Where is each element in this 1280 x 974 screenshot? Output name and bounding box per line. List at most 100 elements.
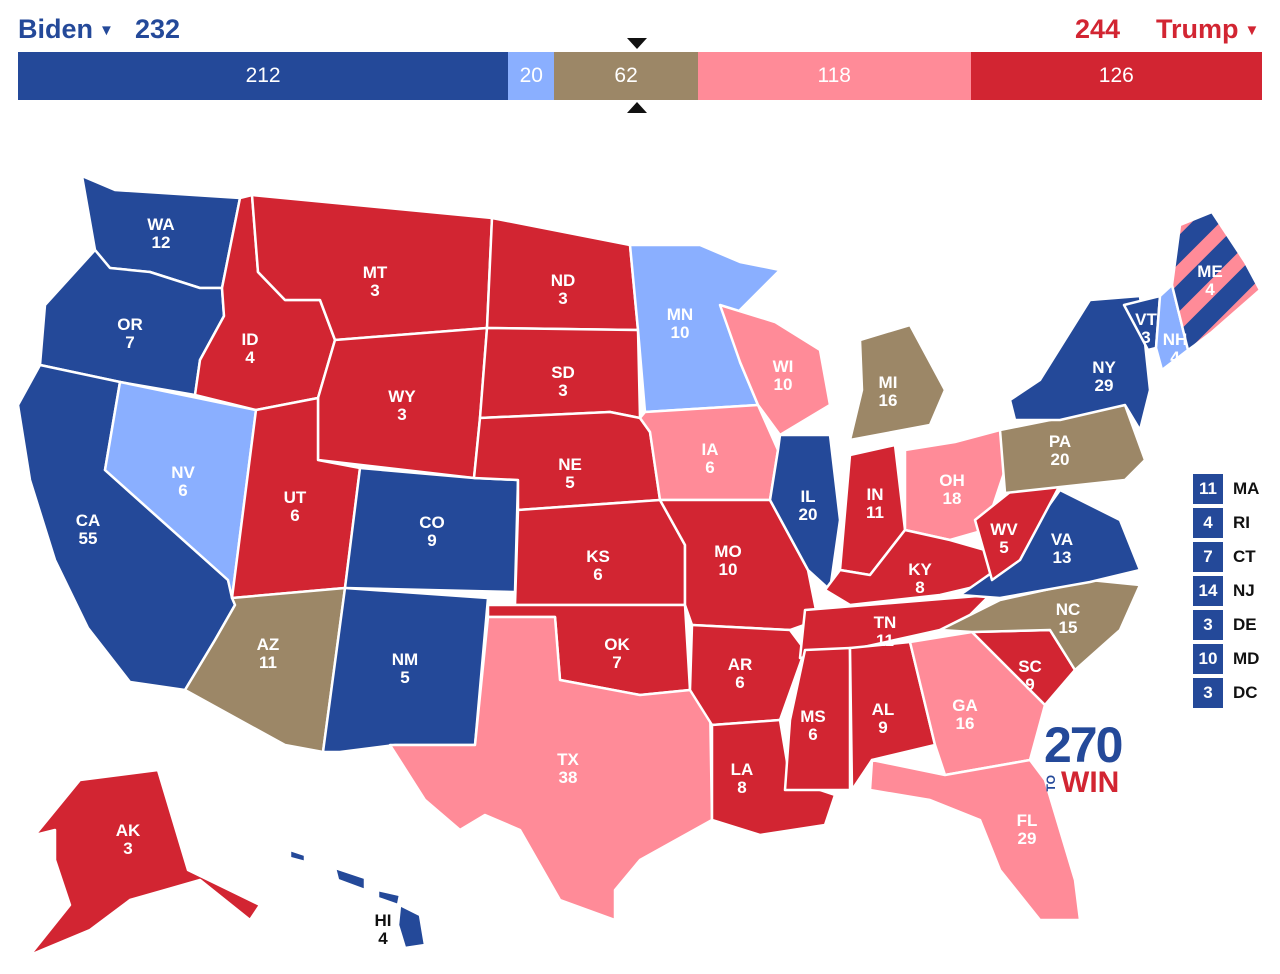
legend-abbr-nj: NJ [1233,581,1255,600]
biden-candidate-selector[interactable]: Biden ▼ [18,14,114,45]
bar-segment-lean-rep[interactable]: 118 [697,52,971,100]
state-al[interactable] [848,640,937,792]
state-label-pa: PA 20 [1049,432,1071,469]
caret-down-icon: ▼ [99,22,114,40]
state-label-co: CO 9 [419,513,445,550]
state-ak[interactable] [28,768,262,957]
trump-candidate-selector[interactable]: Trump ▼ [1156,14,1259,45]
state-label-ia: IA 6 [702,440,719,477]
state-label-wy: WY 3 [388,387,416,424]
state-label-ne: NE 5 [558,455,582,492]
state-label-ak: AK 3 [116,821,141,858]
trump-name-label: Trump [1156,14,1239,44]
state-label-ga: GA 16 [952,696,978,733]
logo-to: TO [1044,774,1058,792]
state-label-al: AL 9 [872,700,895,737]
bar-segment-lean-dem[interactable]: 20 [508,52,555,100]
bar-segment-safe-dem[interactable]: 212 [18,52,509,100]
state-label-tx: TX 38 [557,750,579,787]
legend-abbr-dc: DC [1233,683,1258,702]
state-label-nv: NV 6 [171,463,195,500]
state-ms[interactable] [783,646,852,792]
state-label-mn: MN 10 [667,305,693,342]
state-mi[interactable] [848,323,947,442]
state-tx[interactable] [388,615,714,922]
state-label-id: ID 4 [242,330,259,367]
state-la[interactable] [710,718,837,837]
legend-ev-de: 3 [1193,610,1223,640]
state-label-mi: MI 16 [879,373,898,410]
legend-row-dc[interactable]: 3 DC [1193,676,1259,710]
legend-abbr-ma: MA [1233,479,1260,498]
legend-row-ri[interactable]: 4 RI [1193,506,1259,540]
state-label-nm: NM 5 [392,650,418,687]
legend-ev-ct: 7 [1193,542,1223,572]
legend-ev-md: 10 [1193,644,1223,674]
state-label-mo: MO 10 [714,542,741,579]
state-label-nd: ND 3 [551,271,576,308]
state-label-ar: AR 6 [728,655,753,692]
trump-total: 244 [1075,14,1121,44]
state-label-in: IN 11 [866,485,884,522]
state-ar[interactable] [688,623,807,727]
biden-total: 232 [135,14,181,44]
state-label-az: AZ 11 [257,635,280,672]
bar-segment-tossup[interactable]: 62 [554,52,698,100]
state-label-ms: MS 6 [800,707,826,744]
state-label-sd: SD 3 [551,363,575,400]
state-label-ky: KY 8 [908,560,932,597]
state-label-nc: NC 15 [1056,600,1081,637]
legend-ev-nj: 14 [1193,576,1223,606]
legend-row-de[interactable]: 3 DE [1193,608,1259,642]
state-label-fl: FL 29 [1017,811,1038,848]
legend-row-ma[interactable]: 11 MA [1193,472,1259,506]
state-label-mt: MT 3 [363,263,388,300]
state-hi[interactable] [288,848,427,950]
state-label-va: VA 13 [1051,530,1073,567]
state-label-sc: SC 9 [1018,657,1042,694]
midpoint-marker-top-icon [627,38,647,49]
state-wv[interactable] [973,483,1062,582]
legend-abbr-ri: RI [1233,513,1250,532]
state-label-or: OR 7 [117,315,143,352]
state-label-ny: NY 29 [1092,358,1116,395]
state-label-oh: OH 18 [939,471,965,508]
state-label-il: IL 20 [799,487,818,524]
logo-win: WIN [1061,766,1120,799]
legend-abbr-de: DE [1233,615,1257,634]
state-label-la: LA 8 [731,760,754,797]
state-label-vt: VT 3 [1135,310,1157,347]
state-il[interactable] [768,433,842,592]
state-label-tn: TN 11 [874,613,897,650]
state-label-me: ME 4 [1197,262,1223,299]
midpoint-marker-bottom-icon [627,102,647,113]
legend-row-nj[interactable]: 14 NJ [1193,574,1259,608]
bar-segment-safe-rep[interactable]: 126 [970,52,1262,100]
logo-number: 270 [1044,717,1123,773]
state-fl[interactable] [868,758,1082,922]
electoral-vote-bar: 212 20 62 118 126 [18,52,1262,100]
state-label-nh: NH 4 [1163,330,1188,367]
biden-name-label: Biden [18,14,94,44]
state-label-ok: OK 7 [604,635,630,672]
state-me[interactable] [1170,210,1262,352]
state-nh[interactable] [1154,283,1190,372]
270towin-logo[interactable]: 270 TO WIN [1044,720,1134,798]
state-label-hi: HI 4 [375,911,392,948]
small-states-legend: 11 MA 4 RI 7 CT 14 NJ 3 DE 10 MD 3 DC [1193,472,1259,710]
legend-abbr-ct: CT [1233,547,1256,566]
state-label-wa: WA 12 [147,215,174,252]
legend-ev-ma: 11 [1193,474,1223,504]
state-label-wv: WV 5 [990,520,1018,557]
caret-down-icon: ▼ [1244,22,1260,40]
legend-row-ct[interactable]: 7 CT [1193,540,1259,574]
state-label-wi: WI 10 [773,357,794,394]
legend-ev-ri: 4 [1193,508,1223,538]
state-wi[interactable] [718,303,832,437]
legend-row-md[interactable]: 10 MD [1193,642,1259,676]
state-label-ca: CA 55 [76,511,101,548]
state-label-ks: KS 6 [586,547,610,584]
state-label-ut: UT 6 [284,488,307,525]
state-ny[interactable] [1008,294,1152,432]
